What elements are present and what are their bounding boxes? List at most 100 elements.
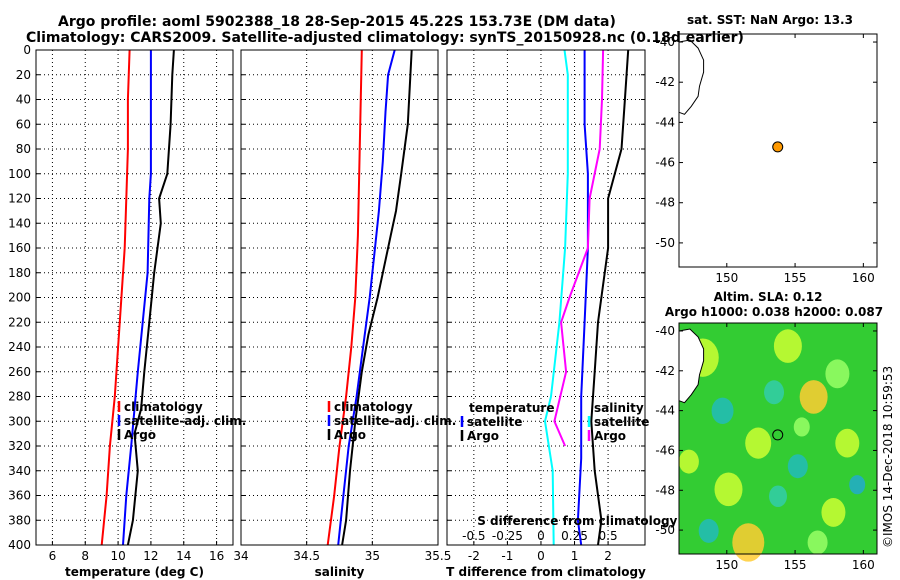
sla-anomaly-blob <box>764 380 785 405</box>
sla-anomaly-blob <box>711 397 734 424</box>
map-lat-label: -46 <box>655 156 675 170</box>
legend3-salinity-heading: salinity <box>594 401 644 415</box>
coastline <box>678 328 705 404</box>
axes-frame <box>35 49 234 546</box>
series-line-temperature-argo <box>590 49 630 546</box>
sla-anomaly-blob <box>799 380 828 414</box>
x-tick-label: 34 <box>233 549 248 563</box>
x-tick-label: 12 <box>143 549 158 563</box>
depth-tick-label: 120 <box>8 192 31 206</box>
depth-tick-label: 40 <box>16 93 31 107</box>
chart-panel-2: 34 34.5 35 35.5 salinity <box>233 49 452 579</box>
legend-argo-label: Argo <box>124 428 156 442</box>
x-tick-label: 0 <box>537 549 545 563</box>
x-axis-label: T difference from climatology <box>446 565 646 579</box>
depth-tick-label: 160 <box>8 241 31 255</box>
x-tick-label: 2 <box>604 549 612 563</box>
map-lon-label: 160 <box>852 271 875 285</box>
map-lat-label: -44 <box>655 115 675 129</box>
x-tick-label: 6 <box>49 549 57 563</box>
depth-tick-label: 240 <box>8 340 31 354</box>
depth-tick-label: 340 <box>8 464 31 478</box>
depth-tick-label: 80 <box>16 142 31 156</box>
map-lat-label: -50 <box>655 523 675 537</box>
legend-climatology-label: climatology <box>124 400 203 414</box>
legend3-temp-argo-label: Argo <box>467 429 499 443</box>
depth-tick-label: 140 <box>8 216 31 230</box>
legend2-argo-label: Argo <box>334 428 366 442</box>
x-tick-label: -2 <box>468 549 480 563</box>
x-tick-label: 35 <box>365 549 380 563</box>
map-lat-label: -42 <box>655 364 675 378</box>
x-tick-label: 8 <box>81 549 89 563</box>
x-axis-label: salinity <box>315 565 365 579</box>
map-frame <box>678 322 878 555</box>
sla-anomaly-blob <box>714 472 743 507</box>
sla-anomaly-blob <box>678 449 699 474</box>
sla-anomaly-blob <box>835 428 860 458</box>
depth-tick-label: 20 <box>16 68 31 82</box>
x-tick-label: 14 <box>176 549 191 563</box>
legend3-sal-argo-label: Argo <box>594 429 626 443</box>
sla-anomaly-blob <box>732 523 765 562</box>
sla-map: -40 -42 -44 -46 -48 -50 150 155 160 <box>655 322 878 572</box>
argo-float-marker <box>772 141 784 153</box>
x-tick-label: 34.5 <box>293 549 320 563</box>
map-lat-label: -46 <box>655 443 675 457</box>
map-lat-label: -44 <box>655 404 675 418</box>
map-lon-label: 150 <box>715 558 738 572</box>
map-lat-label: -48 <box>655 483 675 497</box>
x-tick-label: -1 <box>501 549 513 563</box>
x-tick-label: 35.5 <box>425 549 452 563</box>
depth-tick-label: 100 <box>8 167 31 181</box>
series-line-satellite-adj-clim- <box>122 50 152 546</box>
depth-tick-label: 360 <box>8 489 31 503</box>
map-lat-label: -42 <box>655 75 675 89</box>
series-line-salinity-satellite <box>543 49 569 546</box>
depth-tick-label: 380 <box>8 513 31 527</box>
series-line-argo <box>126 49 175 546</box>
x-axis-label-secondary: S difference from climatology <box>477 514 677 528</box>
legend-satellite-adj-label: satellite-adj. clim. <box>124 414 246 428</box>
argo-float-marker <box>772 429 784 441</box>
sla-anomaly-blob <box>698 518 719 543</box>
series-line-climatology <box>100 49 131 546</box>
legend2-satellite-adj-label: satellite-adj. clim. <box>334 414 456 428</box>
map-lat-label: -40 <box>655 35 675 49</box>
legend3-temp-satellite-label: satellite <box>467 415 522 429</box>
depth-tick-label: 400 <box>8 538 31 552</box>
depth-tick-label: 280 <box>8 390 31 404</box>
sla-anomaly-blob <box>793 417 810 437</box>
watermark: ©IMOS 14-Dec-2018 10:59:53 <box>881 366 895 548</box>
legend3-temperature-heading: temperature <box>469 401 554 415</box>
depth-tick-label: 180 <box>8 266 31 280</box>
figure-title-line1: Argo profile: aoml 5902388_18 28-Sep-201… <box>58 14 616 30</box>
x2-tick-label: 0.5 <box>599 529 618 543</box>
depth-tick-label: 0 <box>23 43 31 57</box>
legend3-sal-satellite-label: satellite <box>594 415 649 429</box>
legend2-climatology-label: climatology <box>334 400 413 414</box>
map2-title-line1: Altim. SLA: 0.12 <box>714 290 823 304</box>
depth-tick-label: 220 <box>8 315 31 329</box>
coastline <box>678 39 705 115</box>
sla-anomaly-blob <box>821 498 846 527</box>
depth-tick-label: 320 <box>8 439 31 453</box>
map2-title-line2: Argo h1000: 0.038 h2000: 0.087 <box>665 305 883 319</box>
sla-anomaly-blob <box>773 329 802 363</box>
map-lat-label: -40 <box>655 324 675 338</box>
x-tick-label: 1 <box>571 549 579 563</box>
x2-tick-label: 0 <box>537 529 545 543</box>
sla-anomaly-blob <box>849 475 866 495</box>
x-tick-label: 16 <box>209 549 224 563</box>
sla-anomaly-blob <box>825 359 850 389</box>
depth-tick-label: 200 <box>8 291 31 305</box>
series-line-argo <box>341 49 413 546</box>
x-axis-label: temperature (deg C) <box>65 565 204 579</box>
map-lon-label: 155 <box>784 558 807 572</box>
sla-anomaly-blob <box>787 454 808 479</box>
map-lon-label: 150 <box>715 271 738 285</box>
map1-title: sat. SST: NaN Argo: 13.3 <box>687 13 853 27</box>
sla-anomaly-blob <box>769 485 787 508</box>
x-tick-label: 10 <box>110 549 125 563</box>
